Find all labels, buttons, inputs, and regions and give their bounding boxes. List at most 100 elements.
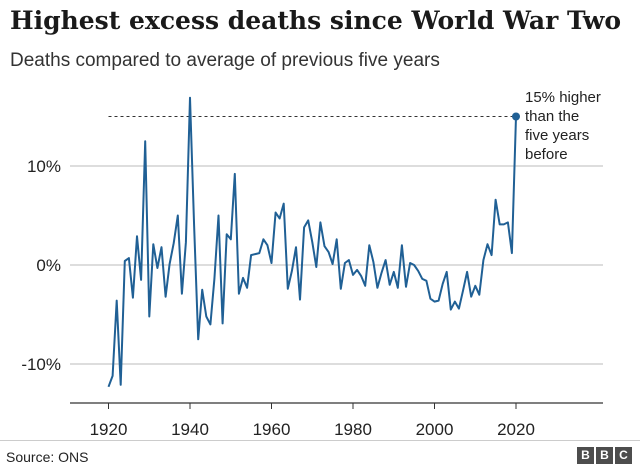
series-line <box>107 96 517 388</box>
data-point <box>177 215 179 217</box>
data-point <box>340 288 342 290</box>
data-point <box>507 221 509 223</box>
data-point <box>197 338 199 340</box>
data-point <box>238 293 240 295</box>
data-point <box>454 301 456 303</box>
data-point <box>499 223 501 225</box>
x-tick-label: 1920 <box>90 420 128 439</box>
data-point <box>429 298 431 300</box>
data-point <box>503 223 505 225</box>
data-point <box>462 290 464 292</box>
data-point <box>368 244 370 246</box>
data-point <box>205 315 207 317</box>
data-point <box>307 219 309 221</box>
data-point <box>352 274 354 276</box>
data-point <box>372 261 374 263</box>
data-point <box>226 233 228 235</box>
data-point <box>393 271 395 273</box>
data-point <box>303 226 305 228</box>
data-point <box>242 277 244 279</box>
data-point <box>511 252 513 254</box>
data-point <box>425 280 427 282</box>
data-point <box>442 283 444 285</box>
data-point <box>446 271 448 273</box>
data-point <box>299 299 301 301</box>
data-point <box>356 269 358 271</box>
data-point <box>258 252 260 254</box>
data-point <box>181 293 183 295</box>
data-point <box>144 140 146 142</box>
data-point <box>389 284 391 286</box>
annotation-line: five years <box>525 127 589 144</box>
chart-subtitle: Deaths compared to average of previous f… <box>10 50 440 71</box>
data-point <box>495 199 497 201</box>
data-point <box>482 259 484 261</box>
data-point <box>254 253 256 255</box>
data-point <box>218 215 220 217</box>
data-point <box>234 173 236 175</box>
bbc-logo-letter: C <box>615 447 632 464</box>
data-point <box>132 297 134 299</box>
data-point <box>279 217 281 219</box>
data-point <box>291 270 293 272</box>
bbc-logo: B B C <box>577 447 632 464</box>
data-point <box>438 300 440 302</box>
data-point <box>376 287 378 289</box>
annotation-marker <box>512 112 520 121</box>
x-tick-label: 2020 <box>497 420 535 439</box>
data-point <box>491 254 493 256</box>
data-point <box>266 244 268 246</box>
data-point <box>185 241 187 243</box>
data-point <box>193 224 195 226</box>
data-point <box>315 266 317 268</box>
data-point <box>417 270 419 272</box>
data-point <box>466 271 468 273</box>
data-point <box>287 288 289 290</box>
x-tick-label: 1960 <box>253 420 291 439</box>
annotation-line: before <box>525 146 568 163</box>
data-point <box>262 238 264 240</box>
data-point <box>486 243 488 245</box>
data-point <box>364 285 366 287</box>
data-point <box>474 285 476 287</box>
data-point <box>128 257 130 259</box>
data-point <box>120 384 122 386</box>
data-point <box>283 203 285 205</box>
data-point <box>148 315 150 317</box>
footer-divider <box>0 440 640 441</box>
data-point <box>189 97 191 99</box>
data-point <box>165 296 167 298</box>
data-point <box>328 251 330 253</box>
data-point <box>295 246 297 248</box>
data-point <box>434 301 436 303</box>
data-point <box>108 386 110 388</box>
annotation-line: than the <box>525 108 579 125</box>
data-point <box>112 375 114 377</box>
data-point <box>413 264 415 266</box>
data-point <box>381 272 383 274</box>
annotation-line: 15% higher <box>525 89 601 106</box>
data-point <box>344 262 346 264</box>
data-point <box>409 262 411 264</box>
data-point <box>169 263 171 265</box>
data-point <box>478 294 480 296</box>
y-tick-label: 10% <box>27 157 61 176</box>
data-point <box>336 238 338 240</box>
data-point <box>311 241 313 243</box>
data-point <box>332 263 334 265</box>
data-point <box>250 254 252 256</box>
source-note: Source: ONS <box>6 449 89 465</box>
data-point <box>470 296 472 298</box>
y-tick-label: -10% <box>21 355 61 374</box>
data-point <box>246 287 248 289</box>
data-point <box>323 245 325 247</box>
gridlines <box>70 165 603 365</box>
data-point <box>116 300 118 302</box>
data-point <box>201 289 203 291</box>
annotation-label: 15% higher than the five years before <box>525 89 601 163</box>
bbc-logo-letter: B <box>577 447 594 464</box>
data-point <box>209 323 211 325</box>
bbc-logo-letter: B <box>596 447 613 464</box>
chart-title: Highest excess deaths since World War Tw… <box>10 6 622 35</box>
